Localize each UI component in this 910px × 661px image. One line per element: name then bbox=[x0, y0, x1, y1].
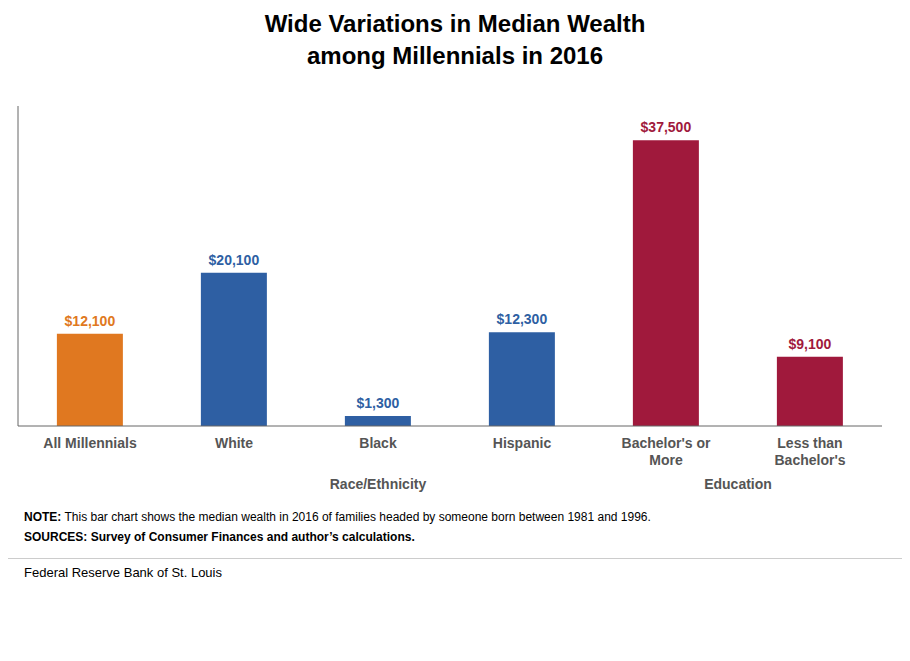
html-text:NOTE: This bar chart shows the: NOTE: This bar chart shows the median we… bbox=[24, 510, 651, 524]
html-text:Wide Variations in Median Weal: Wide Variations in Median Wealth bbox=[264, 10, 646, 37]
svg-text:$12,300: $12,300 bbox=[497, 311, 548, 327]
html-text:SOURCES: Survey of Consumer Fi: SOURCES: Survey of Consumer Finances and… bbox=[24, 530, 415, 544]
svg-text:Bachelor's orMore: Bachelor's orMore bbox=[622, 435, 711, 468]
svg-text:Hispanic: Hispanic bbox=[493, 435, 552, 451]
svg-text:Black: Black bbox=[359, 435, 397, 451]
html-text:Education: Education bbox=[704, 476, 772, 492]
svg-text:All Millennials: All Millennials bbox=[43, 435, 137, 451]
svg-text:Less thanBachelor's: Less thanBachelor's bbox=[774, 435, 845, 468]
html-text:Federal Reserve Bank of St. Lo: Federal Reserve Bank of St. Louis bbox=[24, 565, 222, 580]
svg-text:$37,500: $37,500 bbox=[641, 119, 692, 135]
html-text:among Millennials in 2016: among Millennials in 2016 bbox=[307, 42, 603, 69]
svg-text:$12,100: $12,100 bbox=[65, 313, 116, 329]
svg-text:$20,100: $20,100 bbox=[209, 252, 260, 268]
html-text:Race/Ethnicity: Race/Ethnicity bbox=[329, 476, 427, 492]
svg-text:$1,300: $1,300 bbox=[356, 395, 399, 411]
svg-text:White: White bbox=[215, 435, 253, 451]
svg-text:$9,100: $9,100 bbox=[788, 336, 831, 352]
